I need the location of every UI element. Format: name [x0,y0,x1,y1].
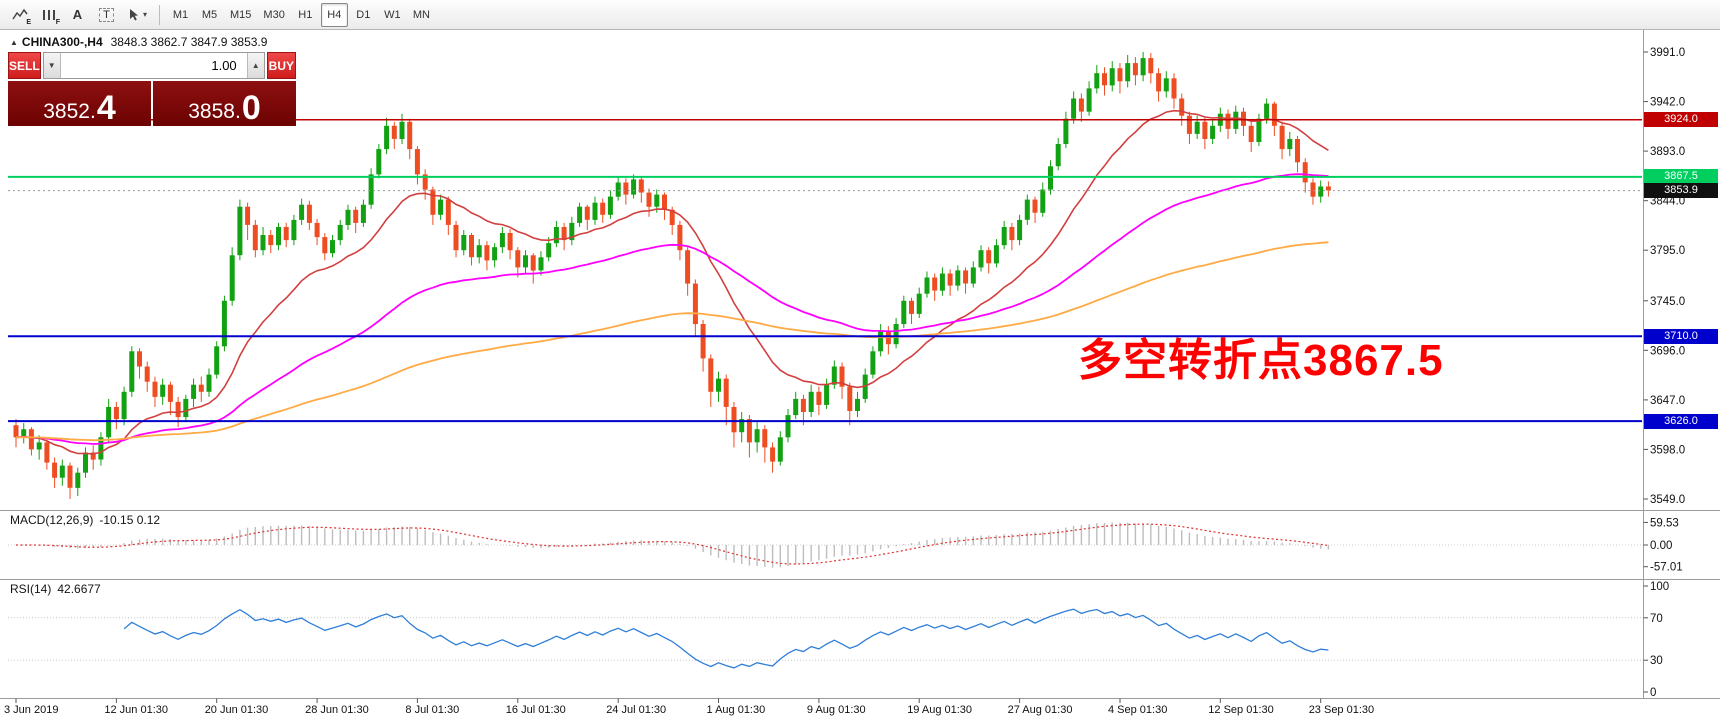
ma-line-mid-magenta [15,173,1329,445]
svg-text:23 Sep 01:30: 23 Sep 01:30 [1309,704,1374,716]
rsi-levels [8,617,1642,661]
timeframe-button-m30[interactable]: M30 [263,8,285,21]
macd-label: MACD(12,26,9) -10.15 0.12 [10,513,160,527]
timeframe-button-m5[interactable]: M5 [201,8,218,21]
macd-axis[interactable]: 59.53 0.00 -57.01 [1643,517,1683,574]
expert-chart-button[interactable]: E [6,3,33,27]
sell-price-display[interactable]: 3852. 4 [8,81,151,126]
price-tag-3626.0[interactable]: 3626.0 [1644,413,1718,429]
rsi-value: 42.6677 [57,582,101,596]
svg-text:20 Jun 01:30: 20 Jun 01:30 [205,704,269,716]
svg-text:3991.0: 3991.0 [1650,47,1685,59]
svg-text:12 Sep 01:30: 12 Sep 01:30 [1208,704,1273,716]
timeframe-button-w1[interactable]: W1 [384,8,401,21]
subscript-e-label: E [26,18,31,26]
timeframe-button-m15[interactable]: M15 [230,8,252,21]
svg-text:8 Jul 01:30: 8 Jul 01:30 [405,704,459,716]
svg-text:24 Jul 01:30: 24 Jul 01:30 [606,704,666,716]
toolbar: E F A T ▾ M1 M5 M15 M30 H1 H4 D1 W1 MN [0,0,1720,30]
svg-text:3647.0: 3647.0 [1650,395,1685,407]
svg-text:27 Aug 01:30: 27 Aug 01:30 [1008,704,1073,716]
volume-stepper: ▼ ▲ [42,52,265,79]
rsi-line [123,608,1329,669]
ma-line-slow-orange [15,241,1329,442]
macd-histogram [8,522,1642,568]
timeframe-button-h4[interactable]: H4 [320,2,348,27]
buy-price-main: 3858. [188,99,241,123]
svg-text:28 Jun 01:30: 28 Jun 01:30 [305,704,369,716]
rsi-axis[interactable]: 100 70 30 0 [1643,581,1670,699]
cursor-tool-button[interactable]: ▾ [122,3,152,27]
price-tag-3867.5[interactable]: 3867.5 [1644,169,1718,185]
text-label-tool-button[interactable]: A [72,7,83,22]
sell-price-main: 3852. [43,99,96,123]
price-tag-3710.0[interactable]: 3710.0 [1644,328,1718,344]
chart-annotation-text[interactable]: 多空转折点3867.5 [1078,336,1444,385]
svg-text:59.53: 59.53 [1650,517,1679,529]
svg-text:3598.0: 3598.0 [1650,444,1685,456]
svg-text:19 Aug 01:30: 19 Aug 01:30 [907,704,972,716]
svg-text:9 Aug 01:30: 9 Aug 01:30 [807,704,866,716]
svg-text:3696.0: 3696.0 [1650,345,1685,357]
bar-columns-icon [42,9,55,20]
symbol-timeframe-label: CHINA300-,H4 [21,35,103,49]
text-box-tool-button[interactable]: T [93,3,120,27]
textbox-icon: T [99,7,114,22]
svg-text:1 Aug 01:30: 1 Aug 01:30 [707,704,766,716]
time-axis[interactable]: 3 Jun 2019 12 Jun 01:30 20 Jun 01:30 28 Jun… [4,698,1374,717]
candles-layer[interactable] [13,52,1331,499]
one-click-trading-panel: SELL ▼ ▲ BUY 3852. 4 3858. 0 [8,52,296,126]
svg-text:3942.0: 3942.0 [1650,97,1685,109]
svg-text:0.00: 0.00 [1650,540,1672,552]
sell-button[interactable]: SELL [8,52,41,79]
cursor-icon [130,8,138,20]
ohlc-values: 3848.3 3862.7 3847.9 3853.9 [110,35,268,49]
svg-text:3893.0: 3893.0 [1650,146,1685,158]
rsi-label: RSI(14) 42.6677 [10,582,101,596]
chart-header: ▲ CHINA300-,H4 3848.3 3862.7 3847.9 3853.9 [10,35,267,49]
collapse-arrow-icon[interactable]: ▲ [10,38,18,47]
indicator-list-button[interactable]: F [35,3,62,27]
svg-text:3549.0: 3549.0 [1650,494,1685,506]
svg-text:70: 70 [1650,613,1663,625]
timeframe-button-mn[interactable]: MN [412,8,430,21]
volume-input[interactable] [60,53,247,78]
svg-text:12 Jun 01:30: 12 Jun 01:30 [104,704,168,716]
timeframe-button-m1[interactable]: M1 [172,8,189,21]
buy-button[interactable]: BUY [266,52,296,79]
buy-price-display[interactable]: 3858. 0 [153,81,296,126]
line-chart-icon [11,8,28,19]
macd-values: -10.15 0.12 [99,513,161,527]
pane-separators [0,30,1720,699]
timeframe-button-d1[interactable]: D1 [356,8,371,21]
dropdown-caret-icon: ▾ [143,10,148,19]
macd-name: MACD(12,26,9) [10,513,94,527]
svg-text:100: 100 [1650,581,1669,593]
svg-text:3 Jun 2019: 3 Jun 2019 [4,704,58,716]
svg-text:3745.0: 3745.0 [1650,296,1685,308]
svg-text:4 Sep 01:30: 4 Sep 01:30 [1108,704,1167,716]
volume-decrease-button[interactable]: ▼ [43,53,61,78]
timeframe-group: M1 M5 M15 M30 H1 H4 D1 W1 MN [166,2,436,27]
svg-text:3795.0: 3795.0 [1650,245,1685,257]
volume-increase-button[interactable]: ▲ [246,53,264,78]
price-tag-3853.9[interactable]: 3853.9 [1644,183,1718,199]
price-axis[interactable]: 3991.0 3942.0 3893.0 3844.0 3795.0 3745.0 3696… [1643,47,1686,506]
subscript-f-label: F [55,18,60,26]
toolbar-separator [159,4,161,25]
timeframe-button-h1[interactable]: H1 [298,8,313,21]
svg-text:3844.0: 3844.0 [1650,196,1685,208]
ma-line-fast-red [15,109,1329,455]
buy-price-big-digit: 0 [241,89,261,128]
svg-text:-57.01: -57.01 [1650,562,1683,574]
rsi-name: RSI(14) [10,582,52,596]
svg-text:0: 0 [1650,687,1656,699]
svg-text:16 Jul 01:30: 16 Jul 01:30 [506,704,566,716]
price-tag-3924.0[interactable]: 3924.0 [1644,112,1718,128]
sell-price-big-digit: 4 [96,89,116,128]
svg-text:30: 30 [1650,655,1663,667]
